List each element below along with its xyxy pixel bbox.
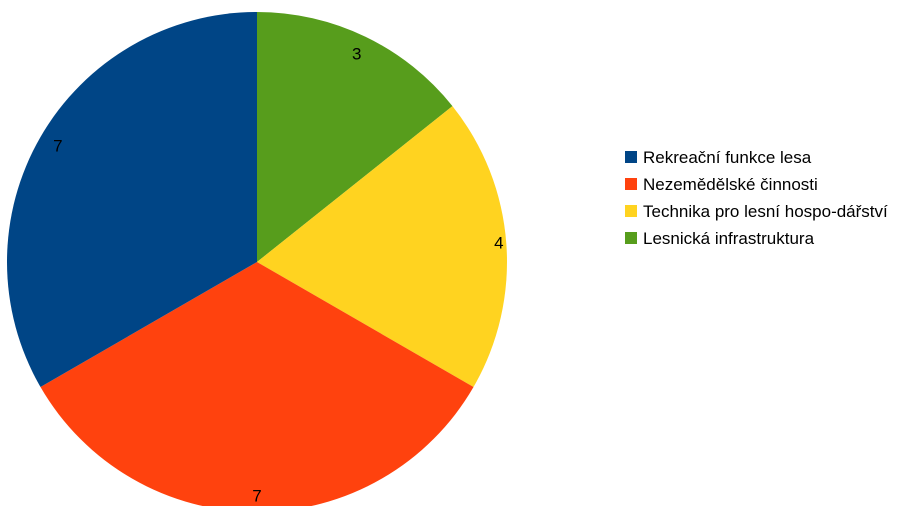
pie-slice bbox=[257, 106, 507, 387]
slice-value-label: 4 bbox=[494, 233, 503, 252]
slice-value-label: 7 bbox=[53, 136, 62, 155]
legend-swatch bbox=[625, 205, 637, 217]
pie-slice bbox=[257, 12, 453, 262]
legend-item-nezemedelske: Nezemědělské činnosti bbox=[625, 175, 911, 194]
slice-value-label: 3 bbox=[352, 44, 361, 63]
slice-value-label: 7 bbox=[252, 486, 261, 505]
legend-label: Nezemědělské činnosti bbox=[643, 175, 818, 194]
legend-item-rekreacni: Rekreační funkce lesa bbox=[625, 148, 911, 167]
legend-label: Rekreační funkce lesa bbox=[643, 148, 812, 167]
legend-swatch bbox=[625, 178, 637, 190]
pie-slice bbox=[40, 262, 474, 506]
legend-label: Technika pro lesní hospo-dářství bbox=[643, 202, 888, 221]
legend-item-technika: Technika pro lesní hospo-dářství bbox=[625, 202, 911, 221]
legend: Rekreační funkce lesa Nezemědělské činno… bbox=[625, 148, 911, 256]
pie-slice bbox=[6, 12, 257, 387]
legend-swatch bbox=[625, 151, 637, 163]
legend-label: Lesnická infrastruktura bbox=[643, 229, 815, 248]
legend-swatch bbox=[625, 232, 637, 244]
legend-item-lesnicka: Lesnická infrastruktura bbox=[625, 229, 911, 248]
